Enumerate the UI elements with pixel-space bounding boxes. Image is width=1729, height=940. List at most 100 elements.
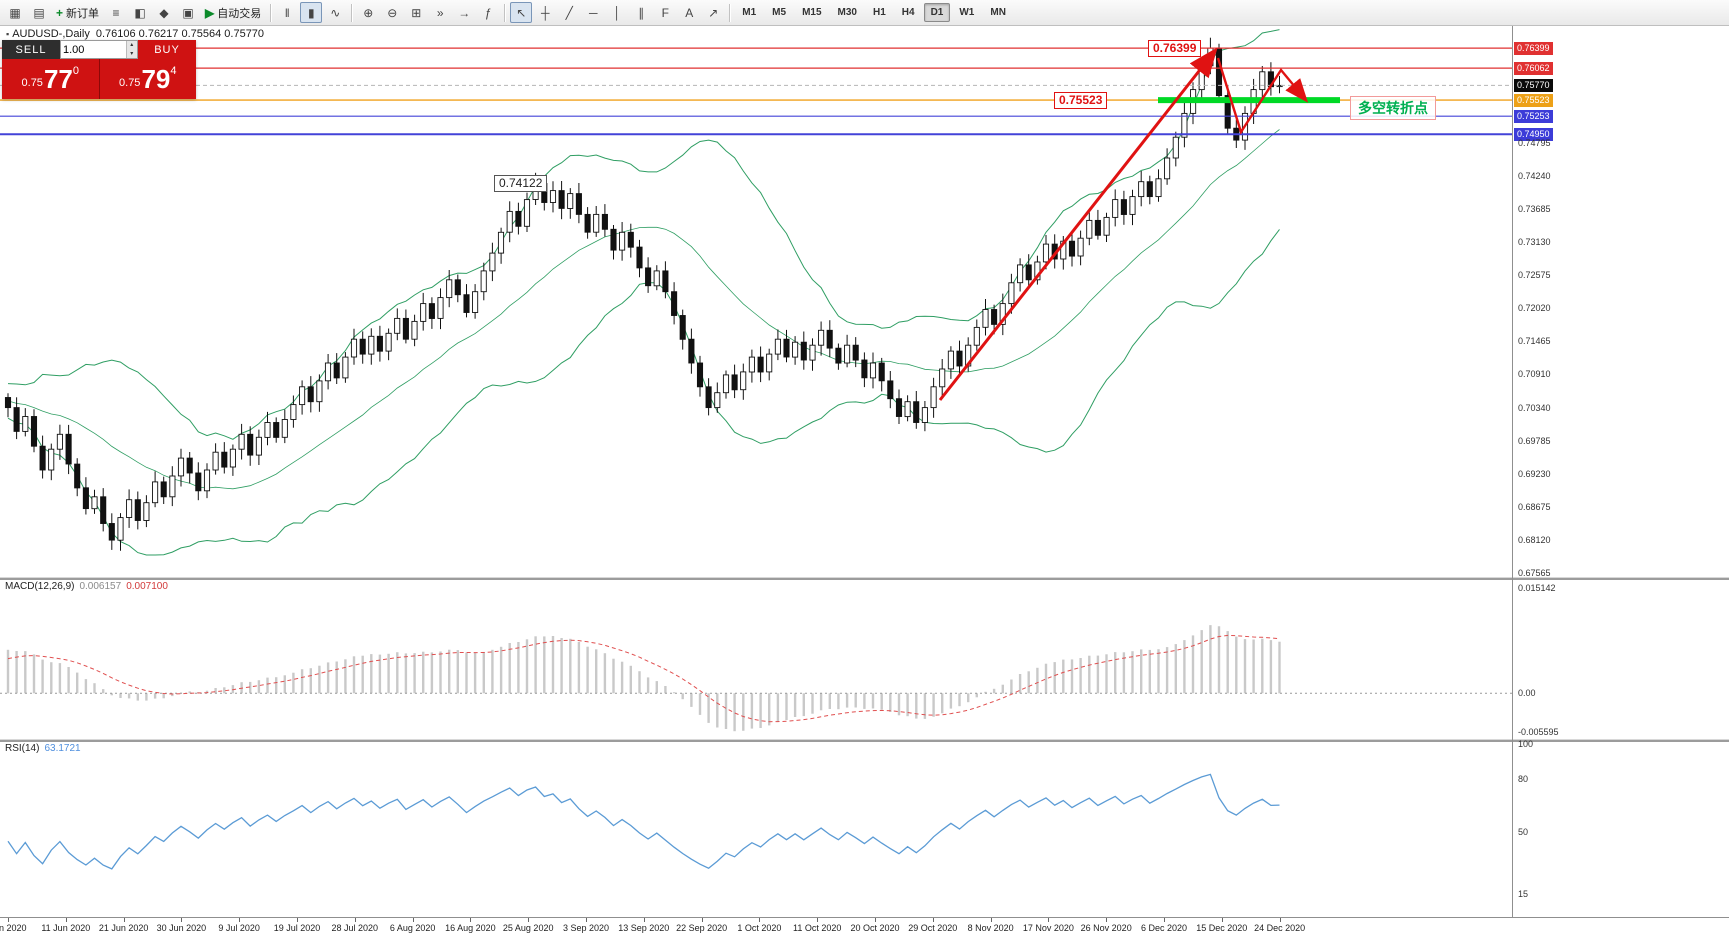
time-axis[interactable]: Jun 2020 11 Jun 2020 21 Jun 2020 30 Jun 202… (0, 918, 1729, 940)
toolbar-button-horizontal-line-tool[interactable]: ─ (582, 2, 604, 23)
price-scale-label: 0.68675 (1518, 502, 1551, 513)
toolbar-button-data-window[interactable]: ◧ (129, 2, 151, 23)
chart-bullet-icon: ▪ (6, 29, 10, 39)
toolbar-button-new-order[interactable]: + 新订单 (52, 2, 103, 23)
toolbar-button-fibonacci-tool[interactable]: F (654, 2, 676, 23)
trendline-icon: ╱ (565, 5, 573, 20)
navigator-icon: ◆ (159, 5, 169, 20)
toolbar-button-market-watch[interactable]: ≡ (105, 2, 127, 23)
time-axis-tick (1048, 918, 1050, 922)
toolbar-button-chart-shift[interactable]: → (453, 2, 475, 23)
toolbar-button-timeframe-m1[interactable]: M1 (735, 3, 763, 22)
time-axis-label: 22 Sep 2020 (676, 923, 728, 933)
buy-button[interactable]: BUY (138, 40, 196, 59)
toolbar-button-vertical-line-tool[interactable]: │ (606, 2, 628, 23)
toolbar-button-indicators-list[interactable]: ƒ (477, 2, 499, 23)
time-axis-label: 28 Jul 2020 (331, 923, 379, 933)
time-axis-border (0, 917, 1729, 918)
time-axis-label: 8 Nov 2020 (967, 923, 1014, 933)
toolbar-button-zoom-out[interactable]: ⊖ (381, 2, 403, 23)
text-icon: A (685, 5, 694, 20)
time-axis-tick (181, 918, 183, 922)
rsi-value: 63.1721 (44, 743, 81, 754)
toolbar-button-timeframe-m15[interactable]: M15 (795, 3, 828, 22)
auto-trading-play-icon: ▶ (205, 5, 215, 20)
toolbar-button-crosshair-tool[interactable]: ┼ (534, 2, 556, 23)
sell-button[interactable]: SELL (2, 40, 60, 59)
price-scale-flag-blue[interactable]: 0.75253 (1514, 109, 1553, 123)
price-scale-flag-red[interactable]: 0.76062 (1514, 61, 1553, 75)
toolbar-button-timeframe-mn[interactable]: MN (983, 3, 1013, 22)
toolbar-button-trendline-tool[interactable]: ╱ (558, 2, 580, 23)
terminal-icon: ▣ (182, 5, 194, 20)
time-axis-tick (412, 918, 414, 922)
volume-input[interactable] (61, 41, 126, 58)
toolbar-button-timeframe-h4[interactable]: H4 (895, 3, 922, 22)
toolbar-button-zoom-in[interactable]: ⊕ (357, 2, 379, 23)
zoom-out-icon: ⊖ (387, 5, 398, 20)
toolbar-button-timeframe-m30[interactable]: M30 (831, 3, 864, 22)
price-scale-flag-orange[interactable]: 0.75523 (1514, 93, 1553, 107)
channel-icon: ∥ (638, 5, 645, 20)
rsi-panel-separator[interactable] (0, 739, 1729, 742)
toolbar-separator (351, 3, 353, 22)
toolbar-button-new-chart[interactable]: ▦ (4, 2, 26, 23)
time-axis-tick (1106, 918, 1108, 922)
trend-arrows[interactable] (938, 47, 1309, 401)
horizontal-level-lines[interactable] (0, 47, 1512, 136)
sell-price-pipette: 0 (72, 65, 79, 77)
time-axis-label: 6 Aug 2020 (389, 923, 436, 933)
time-axis-label: 24 Dec 2020 (1254, 923, 1306, 933)
macd-indicator-label: MACD(12,26,9) 0.006157 0.007100 (5, 581, 168, 592)
toolbar-button-arrow-tool[interactable]: ↗ (702, 2, 724, 23)
one-click-trading-panel: SELL ▴ ▾ BUY 0.75 77 0 0.75 (2, 40, 196, 99)
toolbar-button-text-tool[interactable]: A (678, 2, 700, 23)
toolbar-button-candlestick-mode[interactable]: ▮ (300, 2, 323, 23)
toolbar-button-chart-profiles[interactable]: ▤ (28, 2, 50, 23)
toolbar-button-timeframe-d1[interactable]: D1 (923, 3, 951, 22)
rsi-name: RSI(14) (5, 743, 40, 754)
toolbar-button-cursor-tool[interactable]: ↖ (510, 2, 533, 23)
volume-up-button[interactable]: ▴ (130, 42, 134, 48)
toolbar-button-auto-scroll[interactable]: » (429, 2, 451, 23)
ohlc-values: 0.76106 0.76217 0.75564 0.75770 (95, 28, 265, 40)
toolbar-button-timeframe-w1[interactable]: W1 (952, 3, 981, 22)
macd-axis-label: 0.015142 (1518, 583, 1556, 594)
toolbar-button-timeframe-m5[interactable]: M5 (765, 3, 793, 22)
price-scale-flag-blue[interactable]: 0.74950 (1514, 127, 1553, 141)
annotation-pivot-text[interactable]: 多空转折点 (1350, 96, 1436, 121)
annotation-level-price-label[interactable]: 0.75523 (1054, 92, 1108, 110)
symbol-period-label: AUDUSD-,Daily (12, 28, 90, 40)
price-scale-flag-red[interactable]: 0.76399 (1514, 41, 1553, 55)
toolbar-button-terminal[interactable]: ▣ (177, 2, 199, 23)
chart-title: ▪ AUDUSD-,Daily 0.76106 0.76217 0.75564 0.… (6, 28, 264, 40)
arrow-icon: ↗ (708, 5, 719, 20)
toolbar-button-equidistant-channel-tool[interactable]: ∥ (630, 2, 652, 23)
price-scale-label: 0.68120 (1518, 535, 1551, 546)
time-axis-label: 15 Dec 2020 (1196, 923, 1248, 933)
volume-down-button[interactable]: ▾ (130, 50, 134, 57)
candlestick-icon: ▮ (307, 5, 315, 20)
time-axis-label: 3 Sep 2020 (562, 923, 610, 933)
toolbar-button-line-chart-mode[interactable]: ∿ (324, 2, 346, 23)
buy-price-box[interactable]: 0.75 79 4 (99, 59, 196, 99)
toolbar-button-timeframe-h1[interactable]: H1 (866, 3, 893, 22)
price-scale[interactable]: 0.76399 0.76062 0.75770 0.75523 0.75253 0.749… (1512, 0, 1582, 940)
toolbar-button-bar-chart-mode[interactable]: ‖ (276, 2, 298, 23)
buy-price-prefix: 0.75 (119, 77, 141, 89)
sell-price-box[interactable]: 0.75 77 0 (2, 59, 100, 99)
macd-panel-separator[interactable] (0, 577, 1729, 580)
toolbar-button-navigator[interactable]: ◆ (153, 2, 175, 23)
sell-price-big: 77 (43, 64, 73, 94)
annotation-peak-price-label[interactable]: 0.76399 (1148, 40, 1202, 58)
chart-area[interactable]: ▪ AUDUSD-,Daily 0.76106 0.76217 0.75564 0.… (0, 26, 1729, 940)
toolbar-button-tile-windows[interactable]: ⊞ (405, 2, 427, 23)
time-axis-tick (123, 918, 125, 922)
toolbar-button-auto-trading[interactable]: ▶ 自动交易 (201, 2, 265, 23)
macd-main-value: 0.006157 (79, 581, 122, 592)
price-scale-flag-current[interactable]: 0.75770 (1514, 78, 1553, 92)
annotation-swing-price-label[interactable]: 0.74122 (494, 175, 548, 193)
time-axis-label: 17 Nov 2020 (1022, 923, 1074, 933)
price-scale-label: 0.72575 (1518, 270, 1551, 281)
